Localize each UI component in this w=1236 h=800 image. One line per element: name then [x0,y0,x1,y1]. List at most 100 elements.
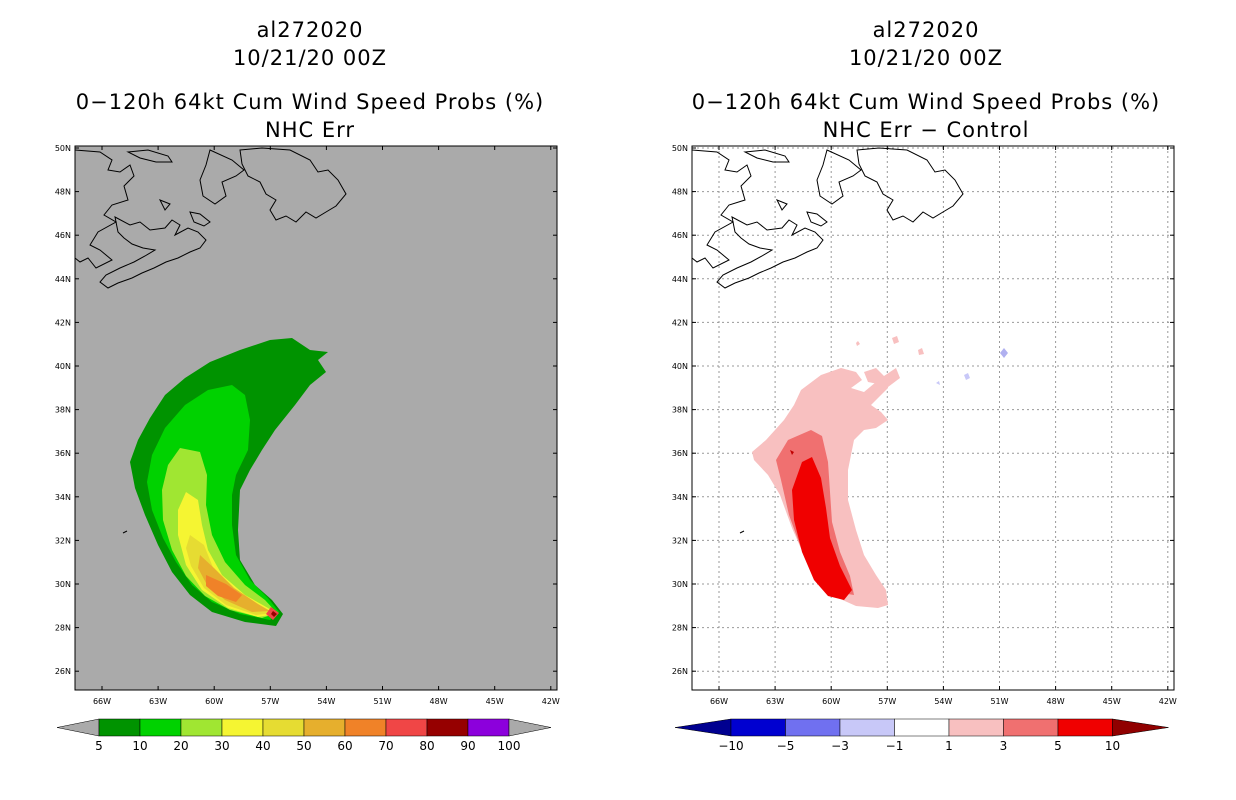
colorbar-label: −10 [718,739,743,753]
colorbar-swatch [467,718,510,737]
colorbar-label: 5 [95,739,103,753]
colorbar-low-arrow [674,718,732,737]
colorbar-low-arrow [56,718,100,737]
diff-speck-red [790,450,794,455]
colorbar-swatch [426,718,469,737]
lat-label: 26N [672,667,688,676]
right-map-background [692,146,1174,690]
colorbar-label: 80 [419,739,434,753]
lat-label: 48N [672,188,688,197]
lon-label: 63W [766,697,784,706]
prob-contour-30 [178,492,276,617]
colorbar-label: 30 [214,739,229,753]
right-product-title: 0−120h 64kt Cum Wind Speed Probs (%) [691,90,1161,114]
left-subtitle: NHC Err [264,118,355,142]
right-storm-id: al272020 [872,18,980,42]
lon-label: 66W [93,697,111,706]
colorbar-label: 10 [1105,739,1120,753]
left-axis-ticks: 50N 48N 46N 44N 42N 40N 38N 36N 34N 32N 30N 28N 26N 6… [55,144,560,706]
lat-label: 30N [55,580,71,589]
colorbar-swatch [262,718,305,737]
lat-label: 26N [55,667,71,676]
lon-label: 51W [990,697,1008,706]
left-date: 10/21/20 00Z [232,46,388,70]
lon-label: 42W [1159,697,1177,706]
colorbar-swatch [730,718,786,737]
colorbar-label: 40 [255,739,270,753]
small-island [739,530,745,534]
diff-contour-5 [792,457,852,600]
lat-label: 42N [672,318,688,327]
right-map: 50N 48N 46N 44N 42N 40N 38N 36N 34N 32N 30N 28N 26N 6… [672,144,1177,753]
colorbar-swatch [98,718,141,737]
prob-contour-20 [162,448,277,618]
colorbar-swatch [344,718,387,737]
colorbar-swatch [139,718,182,737]
lon-label: 60W [205,697,223,706]
lat-label: 50N [55,144,71,153]
diff-neg-3 [936,381,940,385]
colorbar-label: 10 [132,739,147,753]
colorbar-swatch [180,718,223,737]
lat-label: 50N [672,144,688,153]
lat-label: 48N [55,188,71,197]
lat-label: 44N [672,275,688,284]
colorbar-label: −1 [886,739,904,753]
diff-speck-1 [864,368,900,390]
colorbar-label: 70 [378,739,393,753]
prob-contour-40 [186,535,274,615]
colorbar-swatch [385,718,428,737]
diff-speck-4 [856,341,860,346]
colorbar-swatch [839,718,895,737]
diff-speck-3 [918,348,924,355]
colorbar-swatch [948,718,1004,737]
lat-label: 46N [55,231,71,240]
lon-label: 57W [261,697,279,706]
prob-contour-60 [206,575,242,602]
right-coastlines [692,147,964,289]
lat-label: 34N [55,493,71,502]
lat-label: 34N [672,493,688,502]
lon-label: 54W [317,697,335,706]
lon-label: 45W [1103,697,1121,706]
colorbar-swatch [894,718,950,737]
colorbar-label: 100 [498,739,521,753]
lon-label: 51W [373,697,391,706]
small-island [122,530,128,534]
colorbar-high-arrow [1112,718,1169,737]
lat-label: 44N [55,275,71,284]
colorbar-swatch [1003,718,1059,737]
colorbar-label: 50 [296,739,311,753]
lat-label: 40N [55,362,71,371]
colorbar-label: −3 [831,739,849,753]
colorbar-swatch [303,718,346,737]
lat-label: 40N [672,362,688,371]
lon-label: 54W [934,697,952,706]
right-subtitle: NHC Err − Control [822,118,1030,142]
lon-label: 45W [486,697,504,706]
colorbar-swatch [785,718,841,737]
lat-label: 38N [55,406,71,415]
lat-label: 38N [672,406,688,415]
colorbar-high-arrow [508,718,552,737]
lat-label: 32N [55,536,71,545]
lon-label: 63W [149,697,167,706]
diff-neg-1 [1000,348,1008,358]
lon-label: 66W [710,697,728,706]
right-axis-ticks: 50N 48N 46N 44N 42N 40N 38N 36N 34N 32N 30N 28N 26N 6… [672,144,1177,706]
lon-label: 48W [430,697,448,706]
diff-speck-2 [892,336,899,344]
right-gridlines [692,146,1174,690]
colorbar-label: 5 [1054,739,1062,753]
colorbar-label: 90 [460,739,475,753]
lat-label: 46N [672,231,688,240]
colorbar-swatch [221,718,264,737]
diff-neg-2 [964,373,970,380]
lat-label: 28N [672,624,688,633]
lat-label: 42N [55,318,71,327]
left-product-title: 0−120h 64kt Cum Wind Speed Probs (%) [75,90,545,114]
left-colorbar: 5 10 20 30 40 50 60 70 80 90 100 [56,718,552,753]
colorbar-label: 1 [945,739,953,753]
left-map: 50N 48N 46N 44N 42N 40N 38N 36N 34N 32N 30N 28N 26N 6… [55,144,560,753]
colorbar-label: 60 [337,739,352,753]
